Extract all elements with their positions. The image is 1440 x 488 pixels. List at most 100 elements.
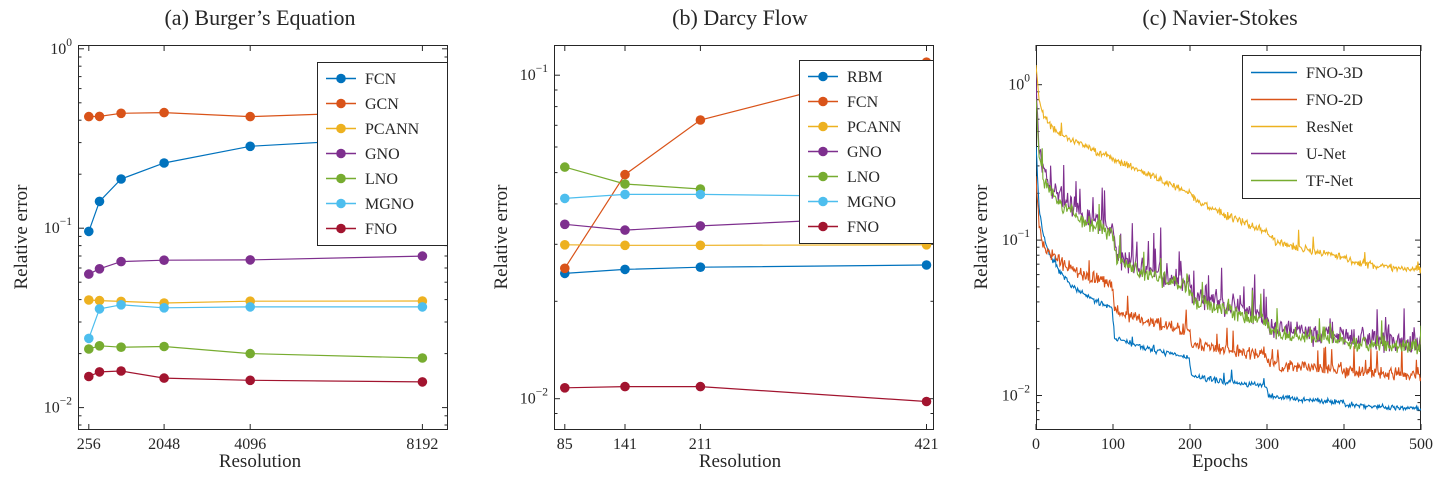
marker-FNO (116, 366, 126, 376)
x-tick-label: 4096 (234, 436, 266, 453)
series-line-TF-Net (1036, 99, 1421, 355)
marker-FCN (560, 263, 570, 274)
marker-PCANN (620, 240, 630, 251)
legend-marker-GNO (336, 148, 346, 159)
marker-GCN (159, 107, 169, 118)
marker-GNO (417, 251, 428, 261)
marker-FCN (84, 226, 94, 237)
legend-label-TF-Net: TF-Net (1306, 173, 1354, 190)
marker-FNO (417, 377, 428, 387)
legend-marker-FNO (336, 223, 346, 234)
marker-RBM (695, 262, 706, 273)
legend-marker-GNO (818, 146, 828, 157)
marker-FNO (560, 383, 570, 393)
marker-RBM (620, 264, 630, 275)
marker-GCN (116, 108, 126, 119)
plot-series (1036, 64, 1421, 412)
navier-stokes-title: (c) Navier-Stokes (1142, 5, 1298, 30)
legend-label-MGNO: MGNO (365, 196, 414, 213)
legend-label-MGNO: MGNO (847, 194, 896, 211)
legend-marker-MGNO (818, 196, 828, 207)
x-tick-label: 400 (1332, 436, 1356, 453)
marker-MGNO (116, 300, 126, 310)
marker-GNO (245, 255, 255, 265)
legend-label-FCN: FCN (365, 71, 397, 88)
series-line-RBM (564, 264, 927, 274)
darcy-title: (b) Darcy Flow (672, 5, 808, 30)
marker-MGNO (159, 303, 169, 313)
marker-MGNO (560, 193, 570, 204)
marker-FNO (245, 375, 255, 386)
x-tick-label: 500 (1409, 436, 1433, 453)
series-line-LNO (564, 166, 701, 190)
panel-burgers: (a) Burger’s Equation Relative error 10−… (0, 0, 480, 488)
series-line-FNO (564, 386, 927, 403)
marker-PCANN (560, 240, 570, 250)
legend: FNO-3D FNO-2D ResNet U-Net TF-Net (1242, 55, 1421, 199)
panel-darcy: (b) Darcy Flow Relative error 10−2 10−1 85… (480, 0, 960, 488)
legend-marker-FCN (818, 96, 828, 107)
navier-stokes-x-axis-label: Epochs (1192, 451, 1248, 472)
x-tick-label: 141 (613, 436, 637, 453)
marker-MGNO (84, 333, 94, 344)
burgers-x-axis-label: Resolution (218, 451, 302, 472)
marker-FNO (921, 396, 932, 407)
legend-label-GNO: GNO (365, 146, 400, 163)
marker-RBM (921, 260, 932, 270)
legend-marker-GCN (336, 98, 346, 109)
legend-marker-FNO (818, 221, 828, 232)
x-tick-label: 200 (1178, 436, 1202, 453)
series-line-FCN (88, 136, 423, 232)
navier-stokes-chart: 10−2 10−1 100 0 100 200 300 400 500 FNO-3D FNO-2D R… (1002, 45, 1433, 453)
y-tick-label: 10−2 (44, 396, 72, 417)
marker-FCN (94, 196, 105, 207)
legend-marker-LNO (818, 171, 828, 182)
marker-LNO (94, 341, 105, 351)
marker-FNO (84, 371, 94, 382)
marker-LNO (84, 344, 94, 354)
marker-PCANN (94, 295, 105, 306)
tick-labels: 10−2 10−1 100 0 100 200 300 400 500 (1002, 73, 1433, 453)
plot-series (84, 106, 428, 387)
series-line-GNO (88, 255, 423, 275)
x-tick-label: 2048 (148, 436, 180, 453)
x-tick-label: 211 (689, 436, 712, 453)
y-tick-label: 10−1 (44, 216, 72, 237)
marker-GCN (94, 111, 105, 122)
marker-GNO (695, 221, 706, 231)
marker-LNO (620, 179, 630, 189)
y-tick-label: 10−2 (520, 387, 548, 408)
marker-GNO (620, 225, 630, 235)
y-tick-label: 10−1 (1002, 228, 1030, 249)
marker-LNO (417, 353, 428, 363)
marker-PCANN (84, 295, 94, 305)
legend-label-FNO-2D: FNO-2D (1306, 92, 1363, 109)
y-tick-label: 100 (1008, 73, 1030, 94)
legend-label-FCN: FCN (847, 94, 879, 111)
marker-MGNO (695, 189, 706, 200)
legend-label-LNO: LNO (847, 169, 880, 186)
burgers-chart: 10−2 10−1 100 256 2048 4096 8192 FCN GCN PCANN GNO… (44, 37, 448, 453)
marker-MGNO (94, 304, 105, 314)
legend-marker-PCANN (336, 123, 346, 134)
legend-label-PCANN: PCANN (365, 121, 420, 138)
legend-label-LNO: LNO (365, 171, 398, 188)
legend-label-ResNet: ResNet (1306, 119, 1354, 136)
marker-LNO (116, 342, 126, 353)
marker-MGNO (245, 302, 255, 312)
legend-label-GNO: GNO (847, 144, 882, 161)
darcy-x-axis-label: Resolution (698, 451, 782, 472)
legend-label-PCANN: PCANN (847, 119, 902, 136)
marker-GCN (245, 111, 255, 122)
burgers-title: (a) Burger’s Equation (164, 5, 356, 30)
x-tick-label: 85 (557, 436, 573, 453)
marker-FNO (695, 381, 706, 392)
legend-label-FNO: FNO (365, 221, 397, 238)
legend: RBM FCN PCANN GNO LNO MGNO FNO (799, 60, 934, 244)
marker-LNO (159, 341, 169, 352)
legend-label-FNO-3D: FNO-3D (1306, 65, 1363, 82)
marker-GCN (84, 111, 94, 122)
marker-FNO (620, 381, 630, 392)
marker-FNO (94, 367, 105, 377)
